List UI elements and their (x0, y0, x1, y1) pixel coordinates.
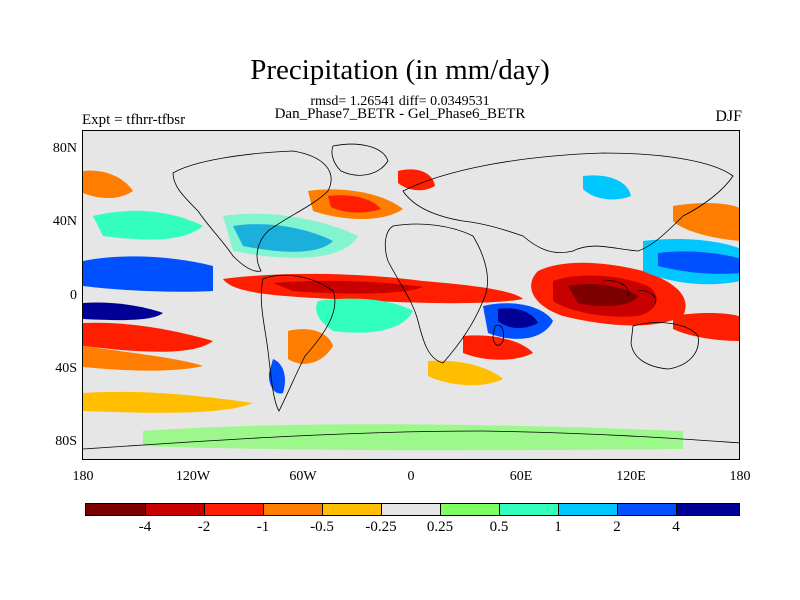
anomaly-southern-africa-orange (428, 360, 503, 386)
precip-map (83, 131, 739, 459)
anomaly-maritime-core (568, 284, 638, 307)
colorbar-bin-6 (440, 503, 500, 516)
colorbar-bin-7 (499, 503, 559, 516)
lon-tick-60e: 60E (509, 469, 533, 484)
colorbar-bin-3 (263, 503, 323, 516)
lat-tick-40n: 40N (52, 214, 77, 229)
colorbar-bin-10 (676, 503, 740, 516)
anomaly-south-pacific-red (673, 313, 739, 341)
colorbar-bin-4 (322, 503, 382, 516)
colorbar-label-2: -1 (256, 519, 270, 535)
anomaly-south-central-pacific-orange (83, 346, 203, 371)
colorbar-label-6: 0.5 (489, 519, 509, 535)
colorbar-bin-8 (558, 503, 618, 516)
anomaly-south-indian-red (463, 335, 533, 360)
anomaly-south-america-orange (288, 329, 333, 364)
lon-tick-180w: 180 (72, 469, 94, 484)
anomaly-southern-ocean-green (143, 424, 683, 451)
stats-line: rmsd= 1.26541 diff= 0.0349531 (310, 94, 490, 109)
colorbar-bin-9 (617, 503, 677, 516)
lat-tick-80n: 80N (52, 141, 77, 156)
colorbar-label-3: -0.5 (310, 519, 334, 535)
anomaly-central-pacific-core (83, 302, 163, 321)
coast-eurasia (402, 152, 734, 253)
subtitle: Dan_Phase7_BETR - Gel_Phase6_BETR (274, 106, 526, 122)
colorbar-label-0: -4 (138, 519, 152, 535)
colorbar-bin-5 (381, 503, 441, 516)
coast-north-america (172, 150, 332, 272)
anomaly-north-atlantic-red (328, 195, 381, 213)
lon-tick-180e: 180 (729, 469, 751, 484)
anomaly-north-pacific-orange (83, 170, 133, 198)
coast-greenland (331, 143, 389, 176)
colorbar-label-5: 0.25 (426, 519, 454, 535)
anomaly-indian-ocean-core (498, 308, 538, 329)
colorbar-label-9: 4 (672, 519, 680, 535)
coast-africa (384, 223, 488, 364)
precip-anomaly-fields (83, 169, 739, 451)
coast-australia (630, 322, 699, 370)
coast-south-america (260, 274, 336, 412)
anomaly-central-pacific-blue (83, 256, 213, 292)
anomaly-north-pacific-core (658, 251, 739, 274)
lat-tick-80s: 80S (55, 434, 77, 449)
anomaly-south-america-blue (268, 359, 285, 394)
colorbar-bin-0 (85, 503, 146, 516)
map-title: Precipitation (in mm/day) (250, 54, 550, 86)
anomaly-east-pacific-cyan (93, 210, 203, 240)
anomaly-siberia-blue (583, 175, 631, 200)
season-label: DJF (715, 108, 742, 125)
colorbar-bin-1 (145, 503, 205, 516)
anomaly-amazon-cyan (316, 298, 413, 333)
colorbar-label-7: 1 (554, 519, 562, 535)
colorbar-label-1: -2 (197, 519, 211, 535)
colorbar (85, 503, 740, 516)
colorbar-label-8: 2 (613, 519, 621, 535)
lon-tick-120w: 120W (175, 469, 211, 484)
colorbar-label-4: -0.25 (365, 519, 397, 535)
anomaly-europe-red (398, 169, 435, 191)
colorbar-bin-2 (204, 503, 264, 516)
lon-tick-0: 0 (407, 469, 415, 484)
lon-tick-60w: 60W (289, 469, 317, 484)
map-panel (82, 130, 740, 460)
lat-tick-40s: 40S (55, 361, 77, 376)
anomaly-southern-ocean-orange (83, 391, 253, 413)
anomaly-south-central-pacific-red (83, 322, 213, 352)
lon-tick-120e: 120E (616, 469, 646, 484)
coast-madagascar (492, 324, 504, 346)
coast-maritime (602, 280, 656, 304)
experiment-label: Expt = tfhrr-tfbsr (82, 112, 186, 128)
lat-tick-0: 0 (70, 288, 77, 303)
anomaly-tropical-atlantic-core (273, 280, 423, 294)
anomaly-gulf-stream-cyan (223, 213, 358, 258)
coast-antarctica (83, 430, 739, 450)
coastlines (83, 143, 739, 450)
